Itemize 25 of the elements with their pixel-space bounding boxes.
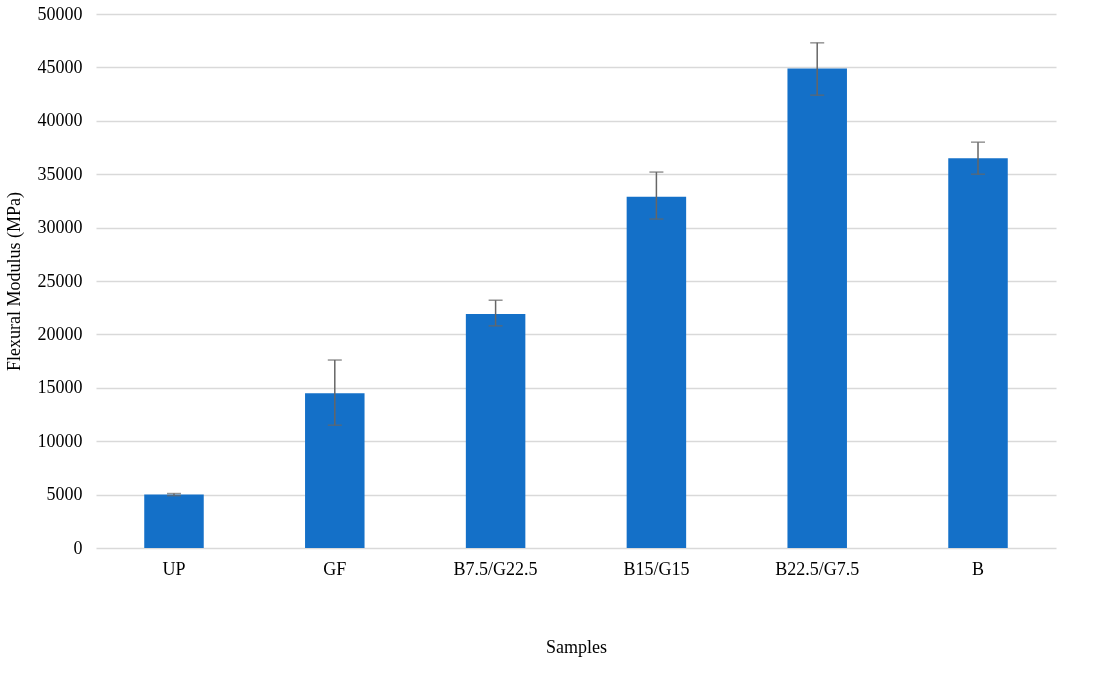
y-tick-label: 45000 (37, 56, 83, 77)
bar (787, 68, 847, 548)
bar (305, 393, 365, 548)
y-tick-label: 50000 (37, 3, 83, 24)
x-tick-label: B7.5/G22.5 (453, 558, 538, 579)
x-axis-title: Samples (546, 636, 607, 657)
y-tick-label: 20000 (37, 323, 83, 344)
y-tick-label: 30000 (37, 217, 83, 238)
y-tick-label: 10000 (37, 430, 83, 451)
y-tick-label: 15000 (37, 377, 83, 398)
bar (626, 196, 687, 548)
x-tick-label: GF (323, 558, 347, 579)
bar (144, 494, 204, 548)
y-tick-label: 5000 (46, 484, 83, 505)
x-tick-label: B22.5/G7.5 (775, 558, 860, 579)
x-tick-label: B (972, 558, 985, 579)
y-axis-title: Flexural Modulus (MPa) (3, 192, 25, 371)
bar (465, 314, 526, 548)
y-tick-label: 35000 (37, 163, 83, 184)
y-tick-label: 40000 (37, 110, 83, 131)
y-tick-label: 25000 (37, 270, 83, 291)
x-tick-label: B15/G15 (623, 558, 690, 579)
y-tick-label: 0 (73, 537, 83, 558)
bar (948, 158, 1008, 548)
x-tick-label: UP (162, 558, 186, 579)
